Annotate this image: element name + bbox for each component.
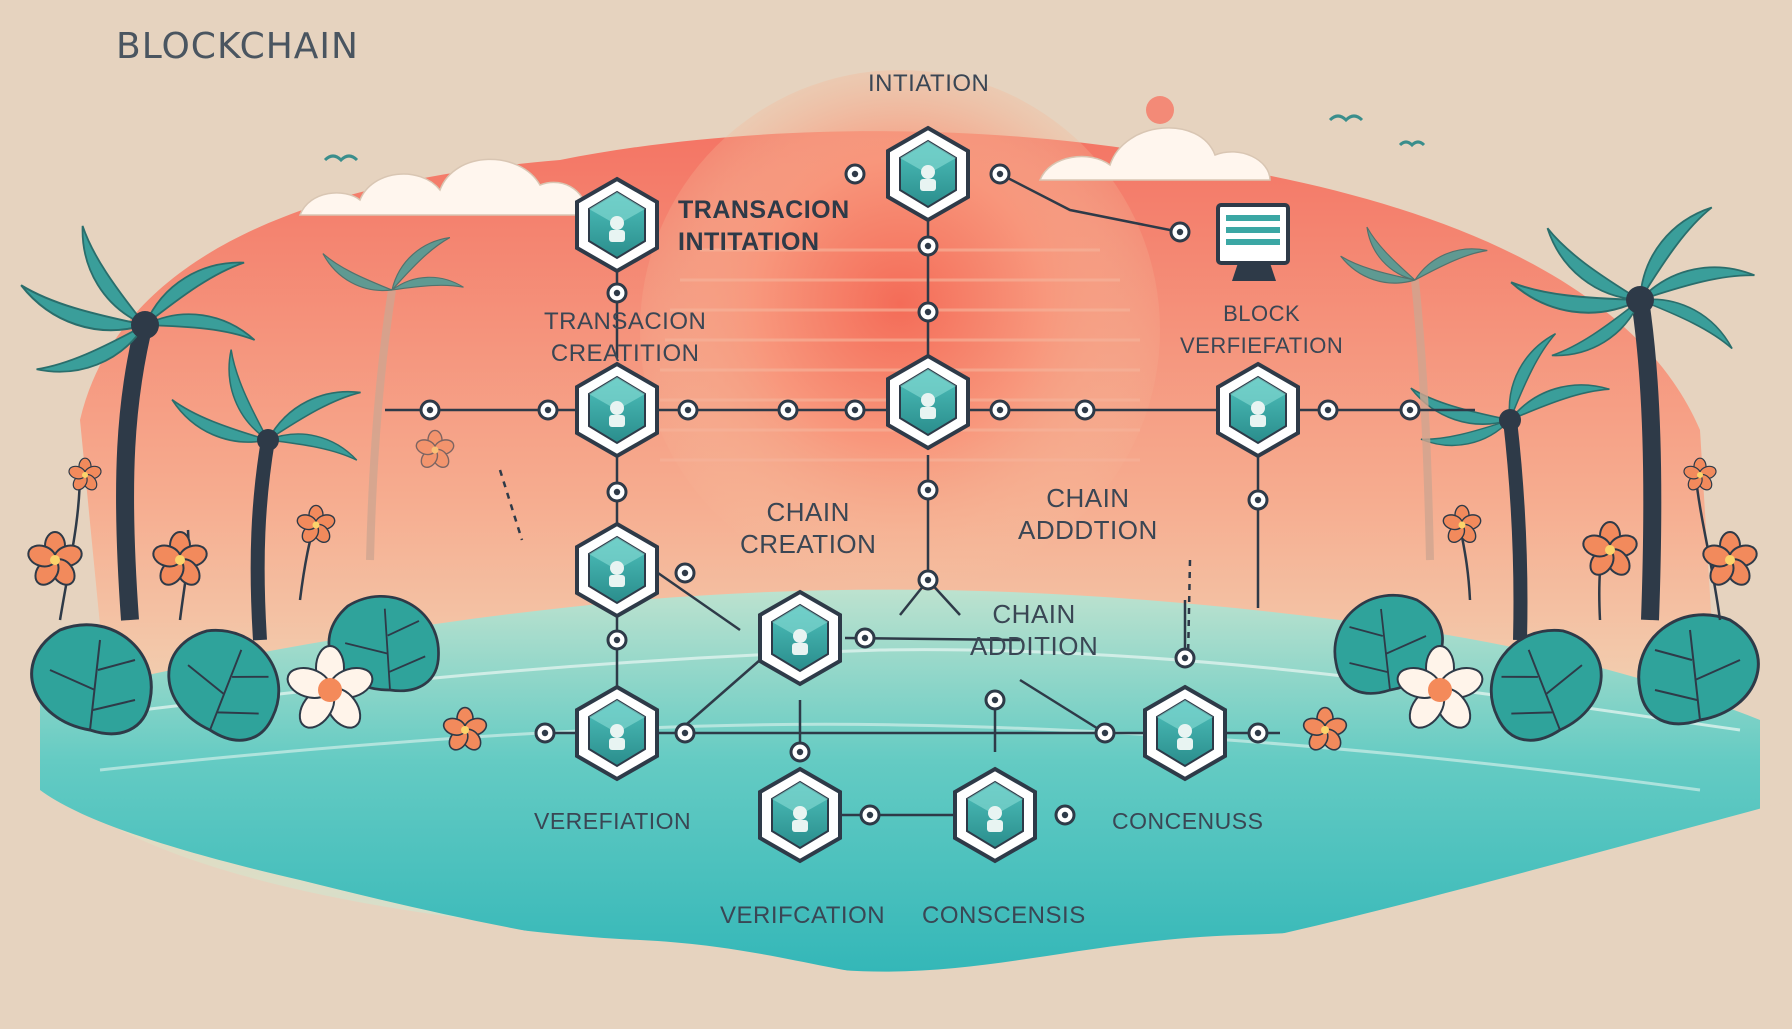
initiation-block-icon <box>886 126 970 222</box>
label-block-verification-line2: VERFIEFATION <box>1180 333 1344 358</box>
palm-right-tall-icon <box>1506 196 1757 621</box>
label-verification-left: VEREFIATION <box>534 808 692 834</box>
label-chain-addition-lower-line2: ADDITION <box>970 631 1099 661</box>
consensus-block-icon <box>1143 685 1227 781</box>
chain-addition-block-icon <box>758 590 842 686</box>
center-block-icon <box>886 354 970 450</box>
label-chain-addition-upper-line2: ADDDTION <box>1018 515 1158 545</box>
label-chain-addition-upper: CHAIN ADDDTION <box>1018 482 1158 546</box>
label-transaction-initiation-line2: INTITATION <box>678 228 820 256</box>
label-chain-addition-upper-line1: CHAIN <box>1046 483 1130 513</box>
label-block-verification-line1: BLOCK <box>1223 301 1301 326</box>
verification-block-icon <box>575 685 659 781</box>
label-transaction-creation-line1: TRANSACION <box>544 308 707 335</box>
transaction-creation-block-icon <box>575 362 659 458</box>
label-chain-creation-line2: CREATION <box>740 529 877 559</box>
label-verification-bottom: VERIFCATION <box>720 902 886 929</box>
label-chain-addition-lower-line1: CHAIN <box>992 599 1076 629</box>
label-transaction-creation: TRANSACION CREATITION <box>544 306 706 370</box>
label-consensus-bottom: CONSCENSIS <box>922 902 1086 929</box>
palm-left-short-icon <box>165 347 364 641</box>
label-transaction-initiation: TRANSACION INTITATION <box>678 194 850 258</box>
label-block-verification: BLOCK VERFIEFATION <box>1180 298 1343 362</box>
label-consensus-right: CONCENUSS <box>1112 808 1264 834</box>
consensus-bottom-block-icon <box>953 767 1037 863</box>
block-verification-block-icon <box>1216 362 1300 458</box>
label-chain-addition-lower: CHAIN ADDITION <box>970 598 1098 662</box>
palm-left-distant-icon <box>316 228 465 561</box>
label-chain-creation: CHAIN CREATION <box>740 496 876 560</box>
verification-bottom-block-icon <box>758 767 842 863</box>
diagram-title: BLOCKCHAIN <box>116 26 359 67</box>
palm-left-tall-icon <box>13 222 259 621</box>
chain-creation-block-icon <box>575 522 659 618</box>
computer-monitor-icon <box>1216 203 1290 281</box>
label-transaction-creation-line2: CREATITION <box>550 340 700 367</box>
label-chain-creation-line1: CHAIN <box>766 497 850 527</box>
label-initiation: INTIATION <box>868 70 990 97</box>
label-transaction-initiation-line1: TRANSACION <box>678 196 850 224</box>
palm-right-short-icon <box>1405 326 1612 641</box>
transaction-initiation-block-icon <box>575 177 659 273</box>
palm-right-distant-icon <box>1336 224 1489 561</box>
